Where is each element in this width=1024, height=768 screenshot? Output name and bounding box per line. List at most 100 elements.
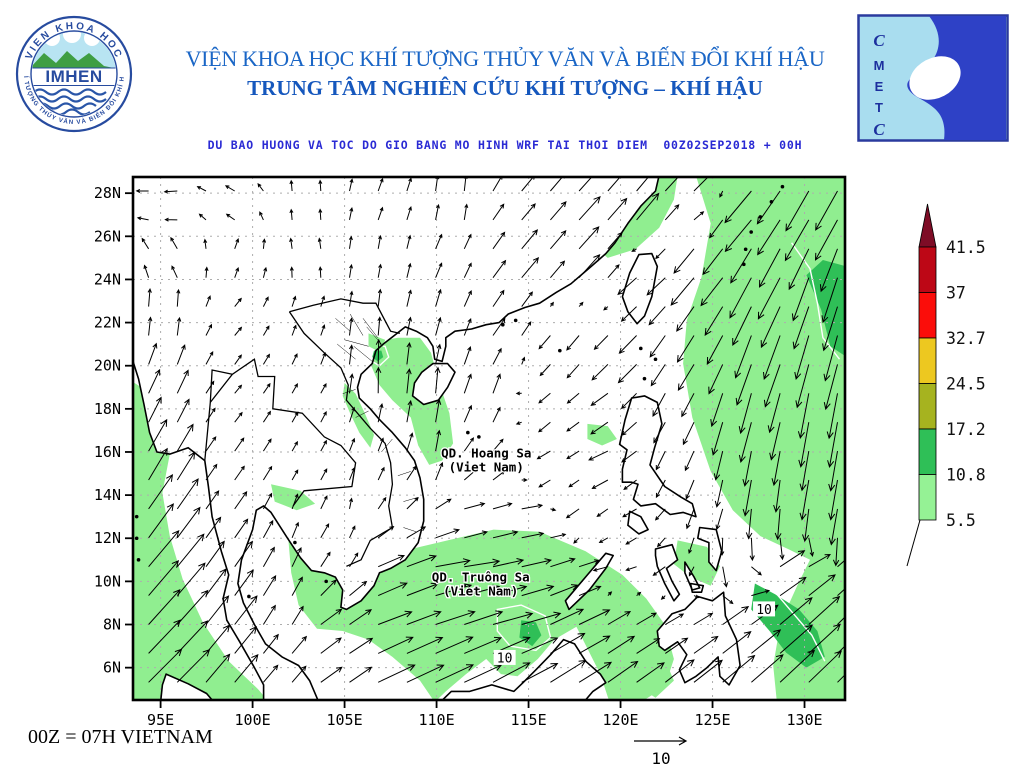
province-border [403,527,417,533]
coastline [697,526,723,572]
wind-arrow [660,595,666,600]
wind-arrow [234,626,257,654]
wind-arrow [435,233,443,249]
wind-arrow [435,262,443,278]
wind-arrow [681,393,695,418]
wind-arrow [802,508,810,543]
cmetc-swirl [909,56,961,100]
svg-text:C: C [873,120,885,139]
province-border [381,438,393,453]
island-dot [500,322,505,327]
wind-arrow [349,466,356,481]
wind-arrow [588,450,609,461]
wind-arrow [566,421,580,432]
wind-arrow [375,338,382,365]
wind-arrow [763,335,781,380]
lon-tick-label: 110E [419,711,455,729]
lon-tick-label: 115E [510,711,546,729]
shade-region-overland [271,484,316,511]
forecast-subtitle: DU BAO HUONG VA TOC DO GIO BANG MO HINH … [207,138,803,152]
wind-arrow [492,406,501,423]
wind-arrow [406,205,412,221]
wind-arrow [375,366,382,394]
wind-arrow [234,490,248,510]
wind-arrow [578,195,601,221]
wind-arrow [435,558,471,568]
wind-arrow [745,508,753,540]
logo-scene: IMHEN [32,32,116,116]
wind-arrow [435,528,460,539]
wind-arrow [435,636,474,654]
wind-arrow [779,550,806,568]
wind-arrow [521,611,562,625]
wind-arrow [349,373,354,394]
wind-arrow [176,423,194,452]
wind-arrow [320,579,337,596]
timezone-note: 00Z = 07H VIETNAM [28,726,213,748]
wind-arrow [434,366,441,394]
wind-arrow [492,584,528,597]
wind-arrow [291,383,298,394]
lat-tick-label: 12N [94,529,121,547]
wind-arrow [492,530,519,539]
island-dot [136,558,141,562]
wind-arrow [636,638,661,654]
wind-arrow [176,316,182,336]
wind-arrow [205,490,220,510]
wind-arrow [377,525,395,539]
wind-arrow [176,288,181,307]
wind-arrow [794,335,810,380]
wind-arrow [435,343,442,365]
wind-arrow [636,591,642,596]
wind-arrow [792,306,810,350]
wind-arrow [821,277,838,324]
wind-arrow [598,537,609,544]
wind-arrow [205,653,231,683]
wind-arrow [656,537,666,548]
wind-arrow [406,610,442,625]
colorbar-label: 32.7 [946,329,986,348]
wind-arrow [377,466,385,481]
wind-arrow [406,664,445,683]
landmass [657,592,741,685]
wind-arrow [257,182,264,192]
wind-arrow [756,190,781,225]
wind-arrow [751,629,782,654]
contour-labels: 10 10 [493,601,776,666]
wind-arrow [320,324,326,336]
wind-arrow [176,562,206,596]
wind-arrow [757,277,781,320]
colorbar-cap [918,203,937,248]
wind-arrow [406,526,427,539]
wind-arrow [578,585,602,597]
place-label: QD. Truông Sa [432,569,530,584]
province-border [353,346,373,362]
wind-arrow [590,421,609,435]
wind-arrow [751,589,771,597]
wind-arrow [828,479,838,521]
wind-arrow [607,635,636,654]
wind-arrow [607,591,613,596]
wind-arrow [291,605,304,625]
wind-arrow [521,291,533,307]
cmetc-letters: C M E T C [873,31,885,139]
wind-arrow [320,495,328,510]
wind-arrow [234,437,245,452]
wind-arrow [735,364,752,406]
wind-arrow [148,560,180,596]
wind-arrow [709,219,724,239]
wind-arrow [492,662,531,683]
wind-arrow [591,479,609,489]
island-dot [638,346,643,351]
wind-arrow [515,421,522,425]
colorbar-label: 17.2 [946,420,986,439]
wind-arrow [797,393,810,440]
colorbar: 41.5 37 32.7 24.5 17.2 10.8 5.5 [906,203,986,567]
wind-arrow [492,438,504,452]
wind-arrow [435,288,442,307]
header-titles: VIỆN KHOA HỌC KHÍ TƯỢNG THỦY VĂN VÀ BIẾN… [138,46,872,101]
wind-arrow [828,451,838,492]
wind-arrow [617,277,637,296]
shade-region [683,177,845,700]
shade-region [133,381,268,700]
